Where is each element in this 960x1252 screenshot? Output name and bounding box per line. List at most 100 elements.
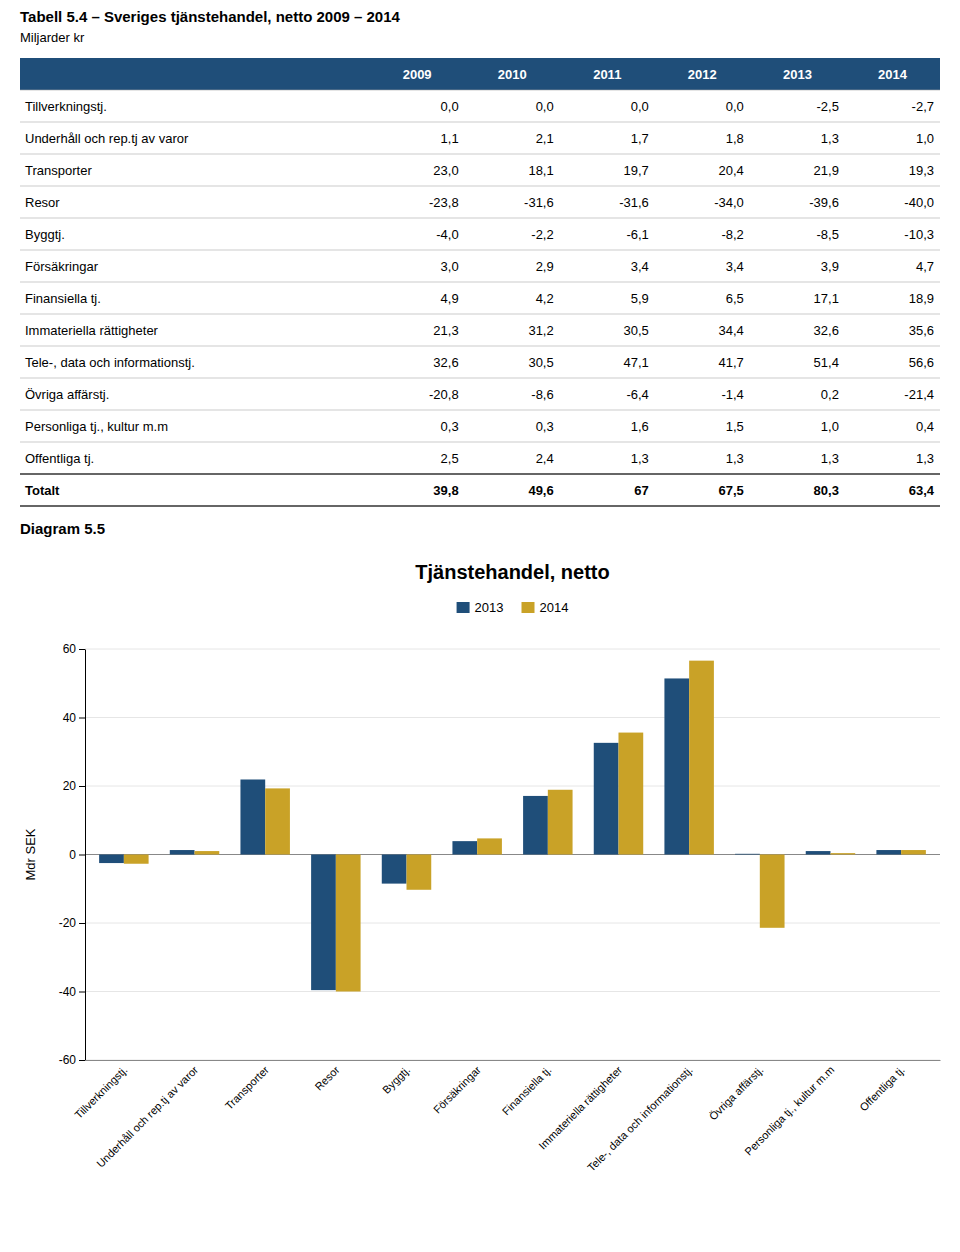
table-cell: -4,0 — [436, 227, 458, 242]
table-cell: 1,1 — [441, 131, 459, 146]
table-cell: 2,4 — [536, 451, 554, 466]
grid — [85, 649, 940, 1060]
table-cell: 18,1 — [528, 163, 553, 178]
table-cell: 3,4 — [631, 259, 649, 274]
grid-line — [85, 1060, 940, 1061]
table: 200920102011201220132014Tillverkningstj.… — [20, 58, 940, 506]
bar — [265, 788, 290, 854]
table-cell: 2,1 — [536, 131, 554, 146]
tick-label: Tillverkningstj. — [72, 1064, 129, 1121]
legend-label: 2013 — [475, 600, 504, 615]
grid-line — [85, 649, 940, 650]
tick: Underhåll och rep.tj av varor — [94, 1063, 200, 1169]
table-header-cell: 2010 — [498, 67, 527, 82]
table-cell: 21,9 — [814, 163, 839, 178]
grid-line — [85, 991, 940, 992]
bar — [760, 855, 785, 928]
table-cell: 1,8 — [726, 131, 744, 146]
table-row-label: Resor — [25, 195, 60, 210]
table-row-label: Personliga tj., kultur m.m — [25, 419, 168, 434]
table-row-label: Offentliga tj. — [25, 451, 94, 466]
tick-label: Underhåll och rep.tj av varor — [94, 1063, 200, 1169]
legend-item: 2013 — [457, 600, 504, 615]
table-cell: 0,0 — [726, 99, 744, 114]
table-row-label: Finansiella tj. — [25, 291, 101, 306]
table-cell: 35,6 — [909, 323, 934, 338]
tick-label: Offentliga tj. — [857, 1064, 907, 1114]
tick: Finansiella tj. — [500, 1064, 554, 1118]
table-cell: -21,4 — [904, 387, 934, 402]
legend-swatch — [457, 602, 470, 613]
bar — [99, 855, 124, 864]
table-cell: 49,6 — [528, 483, 553, 498]
table-cell: -1,4 — [721, 387, 743, 402]
bar — [594, 743, 619, 855]
row-separator — [20, 154, 940, 155]
table-cell: 0,0 — [536, 99, 554, 114]
tick-label: -60 — [59, 1053, 77, 1067]
table-cell: -6,1 — [626, 227, 648, 242]
table-cell: 67 — [634, 483, 648, 498]
table-cell: 3,9 — [821, 259, 839, 274]
table-cell: 0,0 — [631, 99, 649, 114]
row-separator — [20, 218, 940, 219]
table-cell: -40,0 — [904, 195, 934, 210]
legend-swatch — [522, 602, 535, 613]
table-row-label: Övriga affärstj. — [25, 387, 109, 402]
row-separator — [20, 410, 940, 411]
table-cell: 19,7 — [623, 163, 648, 178]
row-separator — [20, 442, 940, 443]
table-cell: 1,3 — [631, 451, 649, 466]
table-header-bg — [20, 58, 940, 90]
table-row-label: Immateriella rättigheter — [25, 323, 159, 338]
table-cell: -8,6 — [531, 387, 553, 402]
table-cell: 3,0 — [441, 259, 459, 274]
bar — [523, 796, 548, 855]
table-cell: 30,5 — [528, 355, 553, 370]
tick: -20 — [59, 916, 85, 930]
tick: Byggtj. — [380, 1064, 412, 1096]
tick: Övriga affärstj. — [707, 1064, 766, 1123]
diagram-label: Diagram 5.5 — [20, 520, 105, 537]
table-cell: -2,2 — [531, 227, 553, 242]
tick: Tele-, data och informationstj. — [585, 1064, 695, 1174]
table-cell: 51,4 — [814, 355, 839, 370]
table-cell: -39,6 — [809, 195, 839, 210]
table-cell: 5,9 — [631, 291, 649, 306]
table-cell: -23,8 — [429, 195, 459, 210]
bar — [124, 855, 149, 864]
axis-line — [86, 1060, 941, 1061]
tick: Offentliga tj. — [857, 1064, 907, 1114]
bar — [452, 841, 477, 854]
table-cell: 47,1 — [623, 355, 648, 370]
table-cell: -20,8 — [429, 387, 459, 402]
table-row-label: Underhåll och rep.tj av varor — [25, 131, 189, 146]
tick-label: Byggtj. — [380, 1064, 412, 1096]
table-cell: -34,0 — [714, 195, 744, 210]
bar — [170, 850, 195, 854]
table-cell: 18,9 — [909, 291, 934, 306]
table-cell: 6,5 — [726, 291, 744, 306]
row-separator — [20, 378, 940, 379]
legend-item: 2014 — [522, 600, 569, 615]
tick-label: 60 — [63, 642, 77, 656]
table-cell: 63,4 — [909, 483, 935, 498]
tick: Försäkringar — [431, 1063, 483, 1115]
table-cell: 32,6 — [433, 355, 458, 370]
bar — [806, 851, 831, 854]
tick-label: Finansiella tj. — [500, 1064, 554, 1118]
table-header-cell: 2012 — [688, 67, 717, 82]
table-cell: 80,3 — [814, 483, 839, 498]
table-cell: 17,1 — [814, 291, 839, 306]
y-axis: -60-40-200204060 — [59, 642, 86, 1067]
row-separator — [20, 186, 940, 187]
table-row-label: Tillverkningstj. — [25, 99, 107, 114]
bar — [618, 733, 643, 855]
grid-line — [85, 717, 940, 718]
table-cell: 21,3 — [433, 323, 458, 338]
tick-label: -20 — [59, 916, 77, 930]
page: Tabell 5.4 – Sveriges tjänstehandel, net… — [0, 0, 960, 1252]
axis-line — [85, 650, 86, 1061]
tick-label: 40 — [63, 711, 77, 725]
tick-label: Tele-, data och informationstj. — [585, 1064, 695, 1174]
